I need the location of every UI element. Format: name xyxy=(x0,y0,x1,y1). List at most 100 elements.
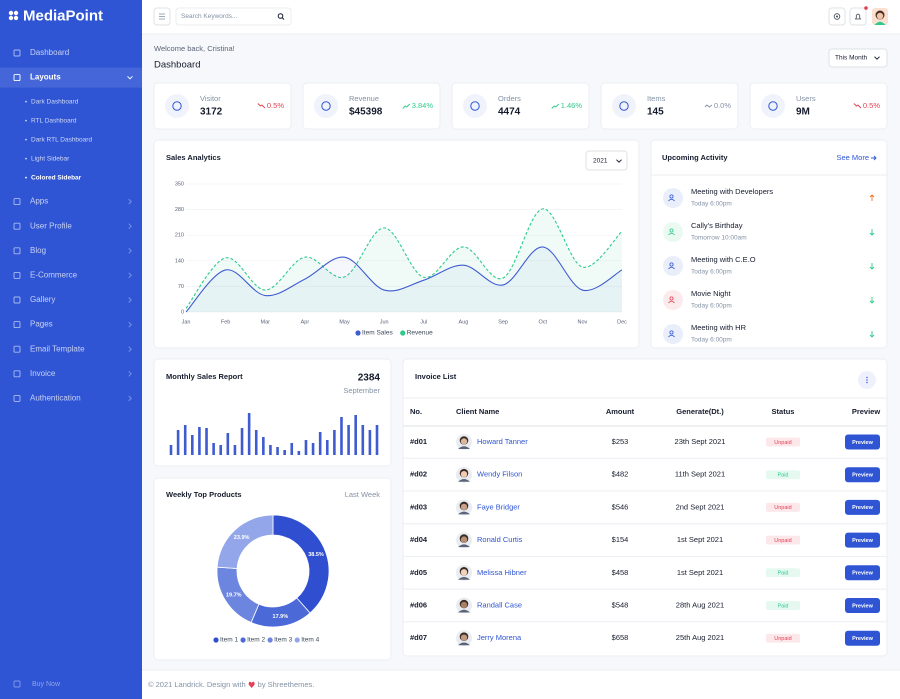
preview-button[interactable]: Preview xyxy=(845,565,880,581)
column-header: Client Name xyxy=(456,407,499,416)
preview-button[interactable]: Preview xyxy=(845,598,880,613)
search-box[interactable]: Search Keywords... xyxy=(175,7,292,26)
client-avatar-face xyxy=(460,569,468,576)
activity-title: Meeting with C.E.O xyxy=(691,255,756,264)
activity-time: Today 6:00pm xyxy=(691,201,732,208)
menu-item[interactable]: Email Template xyxy=(13,344,132,353)
card-title: Upcoming Activity xyxy=(662,153,728,162)
legend-item[interactable]: Item 4 xyxy=(294,637,320,644)
activity-card xyxy=(650,139,888,349)
preview-button[interactable]: Preview xyxy=(845,434,880,450)
trend-icon xyxy=(257,103,266,109)
slice-label: 38.5% xyxy=(308,552,324,558)
menu-item[interactable]: Gallery xyxy=(13,295,132,304)
menu-label: Invoice xyxy=(30,369,56,378)
client-avatar-face xyxy=(460,438,468,445)
year-select[interactable]: 2021 xyxy=(585,150,628,171)
legend-item[interactable]: Item 3 xyxy=(267,637,293,644)
more-button[interactable] xyxy=(858,371,876,389)
invoice-date: 2nd Sept 2021 xyxy=(676,502,725,511)
period-select[interactable]: This Month xyxy=(828,48,888,68)
menu-item[interactable]: Layouts xyxy=(0,67,142,88)
column-header: Status xyxy=(772,407,795,416)
menu-item[interactable]: User Profile xyxy=(13,221,132,230)
preview-button[interactable]: Preview xyxy=(845,499,880,515)
client-avatar-face xyxy=(460,536,468,543)
preview-button[interactable]: Preview xyxy=(845,467,880,483)
status-badge xyxy=(766,535,800,545)
bar xyxy=(375,425,379,455)
card-title: Invoice List xyxy=(415,372,457,381)
menu-item[interactable]: E-Commerce xyxy=(13,271,132,280)
brand-name: MediaPoint xyxy=(23,7,103,24)
chevron-icon xyxy=(128,395,132,402)
avatar-body xyxy=(874,21,886,25)
legend-item[interactable]: Item 2 xyxy=(240,637,266,644)
trend-icon xyxy=(551,103,560,109)
legend-item[interactable]: Item 1 xyxy=(213,637,238,644)
invoice-date: 25th Aug 2021 xyxy=(676,633,724,642)
activity-title: Meeting with HR xyxy=(691,323,747,332)
y-tick-label: 0 xyxy=(181,309,184,315)
legend-item[interactable]: Revenue xyxy=(400,330,433,337)
buy-now-label: Buy Now xyxy=(32,681,61,688)
preview-button-bg xyxy=(845,565,880,581)
legend-dot xyxy=(213,637,219,643)
x-tick-label: Dec xyxy=(617,319,627,325)
column-header: Preview xyxy=(852,407,881,416)
legend-item[interactable]: Item Sales xyxy=(355,330,393,337)
activity-title: Cally's Birthday xyxy=(691,221,743,230)
stat-card-bg xyxy=(153,82,292,130)
bar xyxy=(318,432,322,455)
status-badge xyxy=(766,437,800,447)
line xyxy=(185,246,623,313)
preview-button-bg xyxy=(845,598,880,613)
activity-time: Tomorrow 10:00am xyxy=(691,235,747,242)
menu-label: Dashboard xyxy=(30,48,69,57)
see-more-link[interactable]: See More xyxy=(836,153,877,162)
footer-text: by Shreethemes. xyxy=(258,680,315,689)
status-badge xyxy=(766,601,800,610)
x-tick-label: Aug xyxy=(459,319,469,325)
brand[interactable]: MediaPoint xyxy=(8,7,103,24)
invoice-no: #d07 xyxy=(410,633,427,642)
activity-title: Movie Night xyxy=(691,289,732,298)
submenu-item[interactable]: Dark Dashboard xyxy=(25,98,79,105)
submenu-item[interactable]: Light Sidebar xyxy=(25,155,70,162)
menu-item[interactable]: Apps xyxy=(13,197,132,206)
invoice-no: #d06 xyxy=(410,600,427,609)
notification-button[interactable] xyxy=(849,6,868,26)
preview-button[interactable]: Preview xyxy=(845,532,880,548)
invoice-date: 28th Aug 2021 xyxy=(676,600,724,609)
submenu-item[interactable]: RTL Dashboard xyxy=(25,117,77,124)
more-dot xyxy=(866,376,868,379)
column-header: Amount xyxy=(606,407,635,416)
buy-now[interactable]: Buy Now xyxy=(13,680,61,688)
submenu-item[interactable]: Colored Sidebar xyxy=(25,174,82,181)
menu-item[interactable]: Blog xyxy=(13,246,132,255)
y-tick-label: 280 xyxy=(175,207,184,213)
x-tick-label: May xyxy=(339,319,350,325)
menu-item[interactable]: Pages xyxy=(13,320,132,329)
status-label: Paid xyxy=(777,472,788,478)
stat-card-bg xyxy=(451,82,590,130)
settings-button[interactable] xyxy=(828,7,846,26)
preview-button[interactable]: Preview xyxy=(845,630,880,646)
activity-icon xyxy=(669,194,674,199)
menu-item[interactable]: Invoice xyxy=(13,369,132,378)
bar xyxy=(198,427,201,455)
menu-toggle[interactable] xyxy=(153,7,171,26)
notification-dot xyxy=(864,6,868,10)
activity-time: Today 6:00pm xyxy=(691,269,732,276)
invoice-amount: $482 xyxy=(612,470,629,479)
menu-item[interactable]: Dashboard xyxy=(13,48,69,57)
bar xyxy=(254,430,258,455)
client-name: Faye Bridger xyxy=(477,502,520,511)
submenu-item[interactable]: Dark RTL Dashboard xyxy=(25,136,92,143)
activity-item: Meeting with Developers Today 6:00pm xyxy=(663,187,875,208)
user-avatar[interactable] xyxy=(872,8,888,25)
menu-item[interactable]: Authentication xyxy=(13,394,132,403)
activity-icon xyxy=(668,266,675,270)
menu-label: Apps xyxy=(30,197,48,206)
weekly-products-card xyxy=(153,477,392,661)
